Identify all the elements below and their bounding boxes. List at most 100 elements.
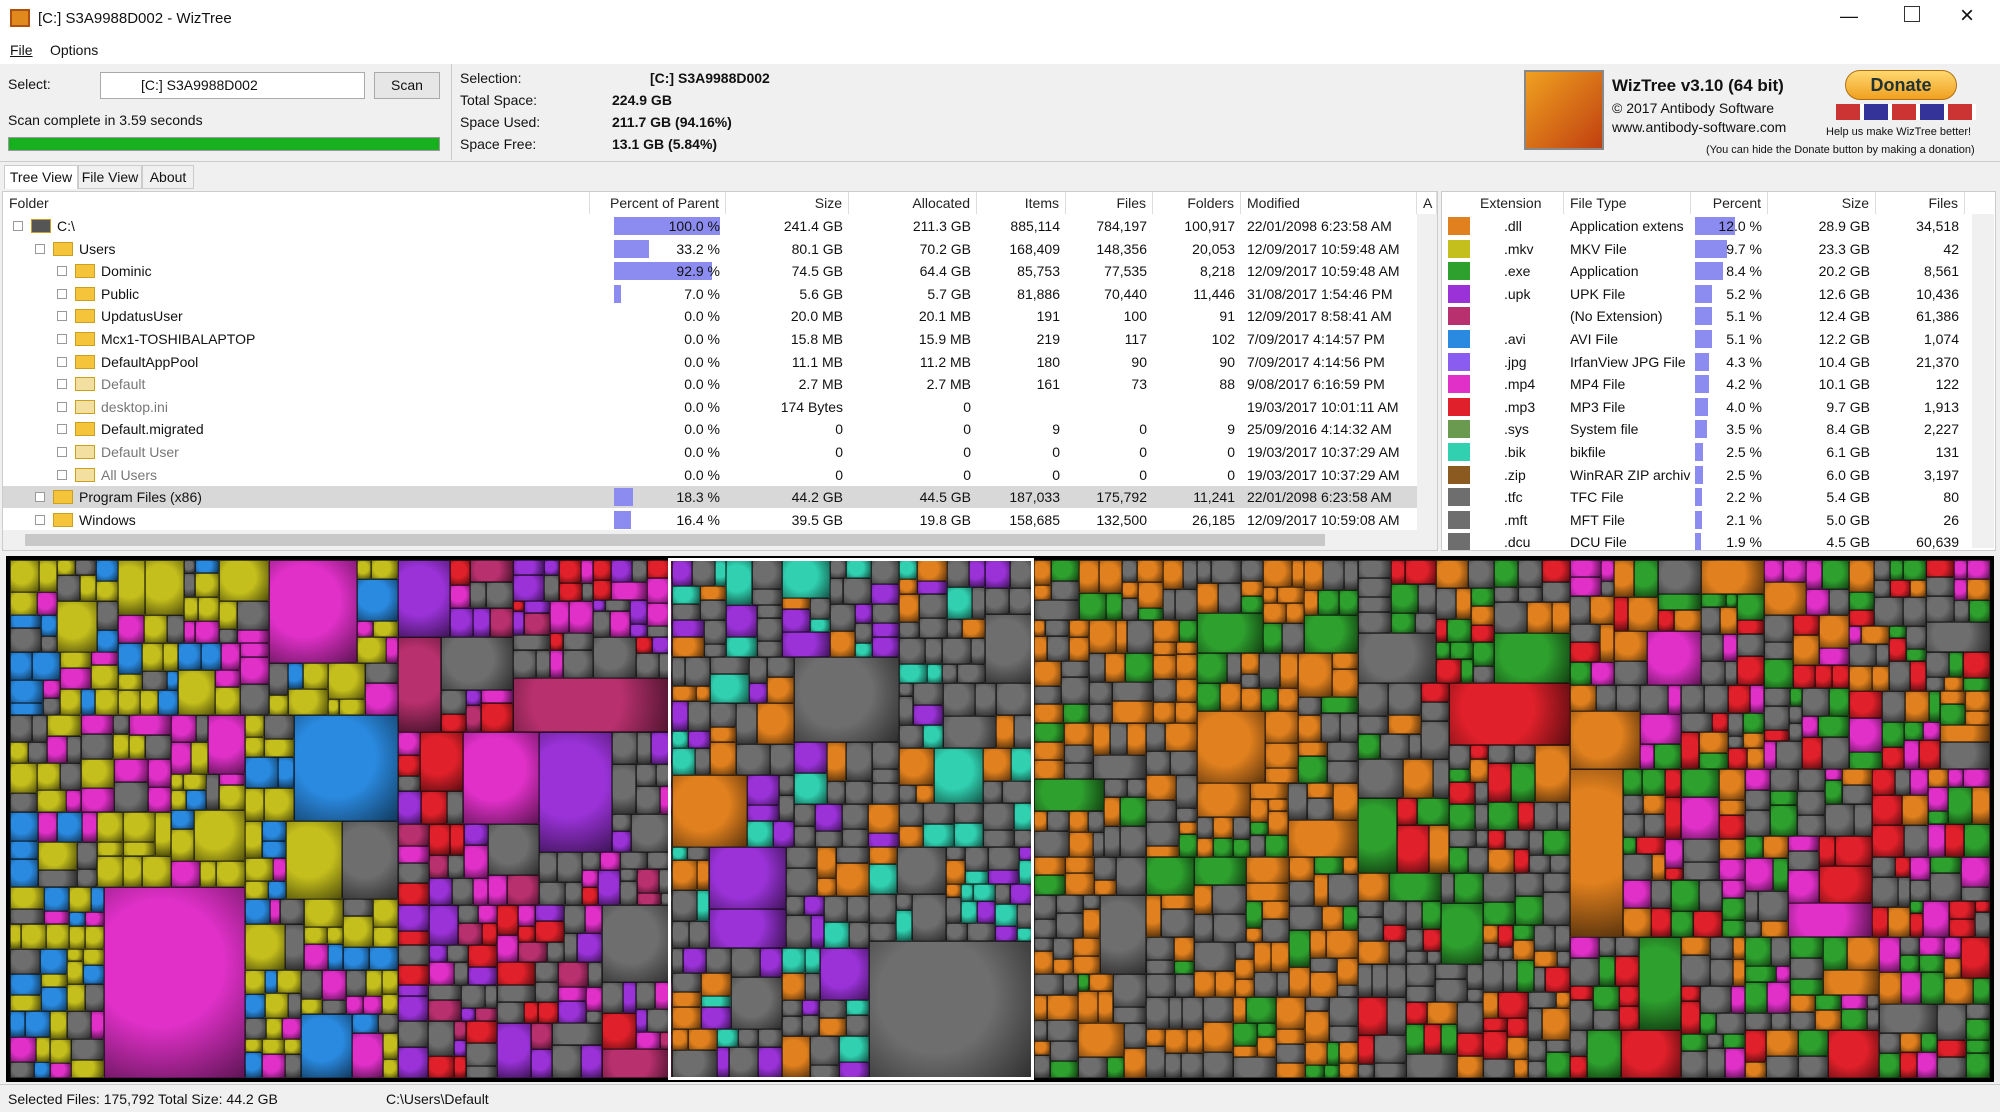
percent-bar: [1695, 510, 1702, 529]
treemap-cell: [1616, 685, 1640, 711]
column-header[interactable]: Files: [1876, 192, 1965, 214]
expander[interactable]: [35, 514, 45, 525]
treemap-cell: [602, 982, 623, 1013]
tab[interactable]: About: [142, 165, 194, 189]
folder-name[interactable]: Default: [101, 376, 146, 393]
cell: 8,218: [1199, 263, 1235, 280]
treemap-cell: [1940, 691, 1965, 704]
treemap-cell: [1323, 560, 1344, 590]
folder-name[interactable]: Default.migrated: [101, 421, 204, 438]
treemap-cell: [1700, 1013, 1716, 1034]
treemap-cell: [1034, 560, 1051, 585]
treemap-cell: [450, 608, 473, 637]
expander[interactable]: [57, 401, 67, 412]
tab[interactable]: Tree View: [4, 165, 78, 189]
column-header[interactable]: Files: [1066, 192, 1153, 214]
folder-name[interactable]: desktop.ini: [101, 398, 168, 415]
treemap-cell: [1473, 666, 1494, 683]
menu-item[interactable]: File: [10, 42, 33, 58]
column-header[interactable]: Folder: [3, 192, 590, 214]
treemap-cell: [695, 748, 710, 775]
expander[interactable]: [13, 221, 23, 231]
folder-name[interactable]: Default User: [101, 444, 179, 460]
column-header[interactable]: File Type: [1564, 192, 1691, 214]
treemap-cell: [1904, 740, 1919, 769]
folder-name[interactable]: Mcx1-TOSHIBALAPTOP: [101, 331, 256, 347]
expander[interactable]: [57, 311, 67, 322]
treemap-cell: [1194, 942, 1235, 971]
expander[interactable]: [57, 334, 67, 344]
treemap-cell: [1289, 857, 1314, 881]
treemap-cell: [1078, 1057, 1107, 1078]
folder-name[interactable]: Public: [101, 285, 140, 302]
cell: 0: [1052, 444, 1060, 460]
treemap-cell: [1552, 602, 1570, 633]
column-header[interactable]: Size: [1768, 192, 1876, 214]
expander[interactable]: [57, 424, 67, 435]
scan-button[interactable]: Scan: [374, 72, 440, 99]
close-button[interactable]: ×: [1960, 2, 1975, 29]
maximize-button[interactable]: [1904, 6, 1920, 22]
treemap-cell: [497, 962, 535, 985]
cell: 1,074: [1923, 331, 1959, 347]
website[interactable]: www.antibody-software.com: [1612, 119, 1787, 135]
column-header[interactable]: Allocated: [849, 192, 977, 214]
treemap-cell: [206, 774, 219, 810]
treemap-cell: [1954, 579, 1967, 600]
folder-name[interactable]: DefaultAppPool: [101, 353, 199, 370]
folder-name[interactable]: All Users: [101, 466, 158, 483]
treemap-cell: [383, 1059, 398, 1078]
treemap-cell: [1658, 594, 1701, 610]
expander[interactable]: [57, 288, 67, 299]
folder-name[interactable]: UpdatusUser: [101, 308, 183, 325]
treemap-cell: [1969, 600, 1990, 622]
menu-item[interactable]: Options: [50, 42, 99, 58]
treemap-cell: [689, 921, 709, 948]
treemap-cell: [1872, 877, 1898, 907]
treemap-cell: [1344, 560, 1358, 590]
column-header[interactable]: Size: [726, 192, 849, 214]
cell: 15.9 MB: [918, 331, 971, 347]
expander[interactable]: [57, 469, 67, 480]
treemap-cell: [1321, 713, 1340, 742]
column-header[interactable]: Percent: [1691, 192, 1768, 214]
folder-name[interactable]: Users: [79, 240, 116, 257]
folder-name[interactable]: Windows: [79, 511, 136, 528]
cell: .dcu: [1504, 534, 1531, 551]
treemap-cell: [482, 923, 497, 945]
minimize-button[interactable]: —: [1840, 6, 1858, 26]
expander[interactable]: [57, 447, 67, 457]
treemap-cell: [513, 611, 524, 635]
tab[interactable]: File View: [78, 165, 142, 189]
treemap-cell: [468, 967, 497, 985]
donate-button[interactable]: Donate: [1845, 70, 1957, 100]
treemap-cell: [1905, 691, 1929, 722]
column-header[interactable]: Folders: [1153, 192, 1241, 214]
drive-select[interactable]: [C:] S3A9988D002: [100, 72, 365, 99]
treemap-cell: [868, 833, 899, 847]
treemap-cell: [91, 1011, 104, 1039]
treemap-cell: [118, 643, 142, 674]
treemap-cell: [1623, 854, 1652, 880]
expander[interactable]: [57, 356, 67, 367]
column-header[interactable]: A: [1417, 192, 1437, 214]
expander[interactable]: [57, 266, 67, 277]
expander[interactable]: [35, 243, 45, 254]
treemap-cell: [1262, 919, 1289, 942]
treemap-cell: [1596, 685, 1616, 711]
treemap-cell: [1770, 791, 1797, 805]
folder-name[interactable]: Dominic: [101, 263, 152, 280]
treemap-cell: [757, 618, 782, 641]
treemap-cell: [782, 948, 805, 973]
column-header[interactable]: Items: [977, 192, 1066, 214]
column-header[interactable]: Modified: [1241, 192, 1417, 214]
column-header[interactable]: Percent of Parent: [590, 192, 726, 214]
expander[interactable]: [35, 492, 45, 503]
treemap-cell: [1358, 597, 1391, 612]
column-header[interactable]: Extension: [1474, 192, 1564, 214]
folder-name[interactable]: Program Files (x86): [79, 489, 202, 506]
treemap-cell: [1327, 1042, 1339, 1065]
folder-name[interactable]: C:\: [57, 218, 75, 234]
expander[interactable]: [57, 379, 67, 390]
treemap-cell: [1181, 1053, 1203, 1078]
